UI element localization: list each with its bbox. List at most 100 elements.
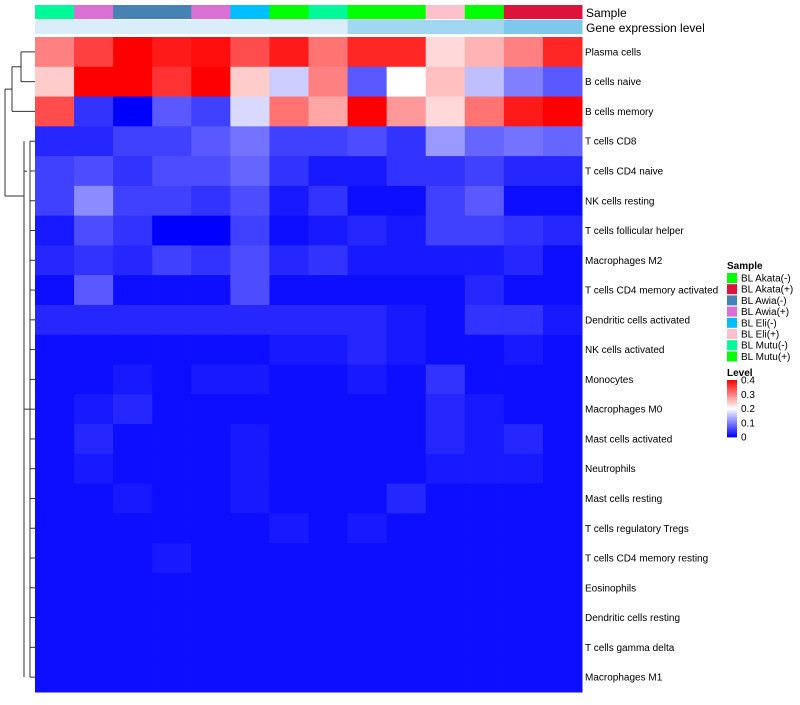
heatmap-cell <box>35 394 75 425</box>
heatmap-cell <box>308 66 349 98</box>
legend-level-gradient-step <box>727 434 737 436</box>
heatmap-cell <box>269 275 309 306</box>
heatmap-cell <box>230 96 270 127</box>
legend-level-gradient-step <box>727 418 737 421</box>
heatmap-cell <box>464 156 505 187</box>
heatmap-cell <box>269 513 309 544</box>
heatmap-cell <box>386 483 427 514</box>
heatmap-cell <box>503 275 544 306</box>
heatmap-cell <box>503 632 544 663</box>
heatmap-cell <box>74 126 114 157</box>
heatmap-cell <box>35 185 75 217</box>
legend-level-gradient-step <box>727 392 737 395</box>
heatmap-cell <box>464 602 505 633</box>
heatmap-cell <box>152 126 192 157</box>
heatmap-cell <box>113 572 153 604</box>
heatmap-cell <box>425 185 466 217</box>
sample-annotation-cell <box>464 5 505 19</box>
heatmap-cell <box>74 245 114 276</box>
sample-annotation-cell <box>269 5 309 19</box>
legend-sample-swatch <box>727 295 737 306</box>
heatmap-cell <box>113 364 153 395</box>
heatmap-cell <box>347 602 388 633</box>
heatmap-cell <box>308 602 349 633</box>
heatmap-cell <box>542 394 583 425</box>
heatmap-cell <box>35 602 75 633</box>
row-label: Plasma cells <box>585 47 641 58</box>
heatmap-cell <box>464 662 505 693</box>
legend-level-gradient-step <box>727 428 737 431</box>
heatmap-cell <box>386 364 427 395</box>
heatmap-cell <box>113 334 153 365</box>
legend-level-gradient-step <box>727 394 737 397</box>
legend-level-gradient-step <box>727 382 737 385</box>
heatmap-cell <box>35 632 75 663</box>
heatmap-cell <box>191 66 231 98</box>
heatmap-cell <box>308 185 349 217</box>
heatmap-cell <box>425 156 466 187</box>
heatmap-cell <box>503 245 544 276</box>
heatmap-cell <box>191 394 231 425</box>
heatmap-cell <box>35 334 75 365</box>
expression-annotation-cell <box>35 20 75 34</box>
heatmap-cell <box>113 453 153 485</box>
heatmap-cell <box>35 96 75 127</box>
legend-sample-label: BL Akata(-) <box>741 274 791 285</box>
row-label: Macrophages M2 <box>585 256 663 267</box>
heatmap-cell <box>542 245 583 276</box>
heatmap-cell <box>503 334 544 365</box>
heatmap-cell <box>503 66 544 98</box>
row-label: Eosinophils <box>585 583 636 594</box>
heatmap-cell <box>347 66 388 98</box>
legend-level-gradient-step <box>727 424 737 426</box>
heatmap-cell <box>386 632 427 663</box>
heatmap-cell <box>113 662 153 693</box>
heatmap-cell <box>113 156 153 187</box>
heatmap-cell <box>191 364 231 395</box>
heatmap-cell <box>35 215 75 246</box>
heatmap-cell <box>503 156 544 187</box>
heatmap-cell <box>503 453 544 485</box>
heatmap-cell <box>152 245 192 276</box>
legend-level-gradient-step <box>727 401 737 404</box>
row-label: Macrophages M0 <box>585 405 663 416</box>
heatmap-cell <box>269 245 309 276</box>
heatmap-cell <box>74 424 114 455</box>
heatmap-cell <box>113 126 153 157</box>
heatmap-cell <box>386 513 427 544</box>
legend-level-tick-label: 0.4 <box>741 376 755 387</box>
legend-sample-label: BL Awia(+) <box>741 307 789 318</box>
sample-annotation-cell <box>74 5 114 19</box>
heatmap-cell <box>35 37 75 68</box>
heatmap-cell <box>269 394 309 425</box>
heatmap-cell <box>191 662 231 693</box>
heatmap-cell <box>542 96 583 127</box>
heatmap-cell <box>425 453 466 485</box>
legend-sample-swatch <box>727 317 737 328</box>
heatmap-cell <box>152 185 192 217</box>
legend-level-gradient-step <box>727 419 737 422</box>
heatmap-cell <box>425 632 466 663</box>
heatmap-cell <box>113 394 153 425</box>
heatmap-cell <box>230 37 270 68</box>
heatmap-cell <box>464 572 505 604</box>
legend-level-gradient-step <box>727 398 737 401</box>
heatmap-cell <box>386 304 427 336</box>
legend-level-gradient-step <box>727 432 737 435</box>
heatmap-cell <box>152 304 192 336</box>
legend-level-gradient-step <box>727 409 737 412</box>
legend-level-gradient-step <box>727 431 737 434</box>
heatmap-cell <box>503 662 544 693</box>
legend-level-gradient-step <box>727 427 737 429</box>
legend-level-gradient-step <box>727 408 737 411</box>
heatmap-cell <box>269 156 309 187</box>
heatmap-cell <box>74 156 114 187</box>
legend-sample-swatch <box>727 273 737 283</box>
heatmap-cell <box>269 662 309 693</box>
heatmap-cell <box>191 126 231 157</box>
heatmap-cell <box>269 543 309 574</box>
heatmap-cell <box>347 334 388 365</box>
heatmap-cell <box>542 453 583 485</box>
heatmap-cell <box>542 543 583 574</box>
